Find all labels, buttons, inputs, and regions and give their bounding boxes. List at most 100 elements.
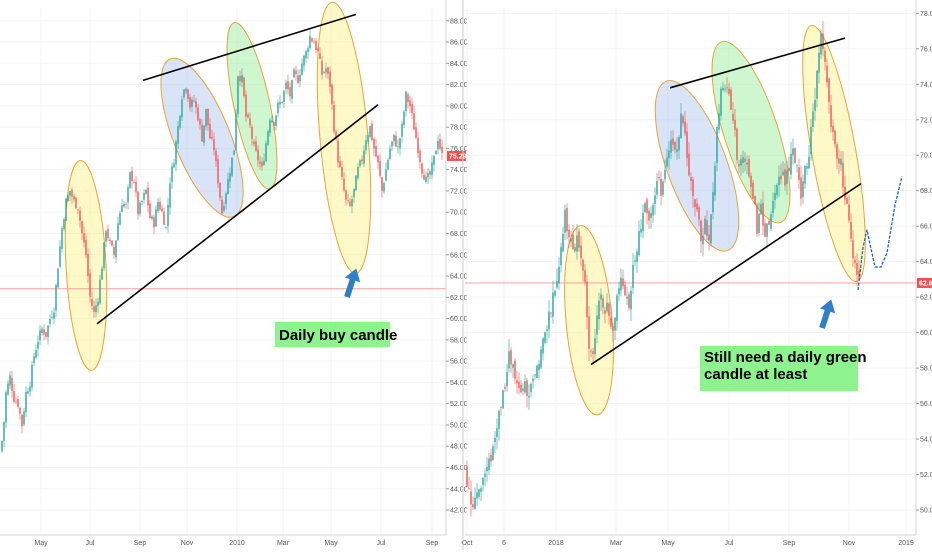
price-axis-label: 74.00	[450, 167, 468, 174]
price-axis-label: 70.00	[450, 210, 468, 217]
candle-body	[129, 172, 131, 188]
candle-body	[179, 115, 181, 128]
candle-body	[640, 228, 642, 233]
candle-body	[283, 91, 285, 103]
time-axis-label: Jul	[86, 540, 95, 547]
candle-body	[77, 209, 79, 211]
price-axis-label: 66.00	[450, 252, 468, 259]
candle-body	[395, 135, 397, 147]
candle-body	[119, 213, 121, 225]
candle-body	[518, 381, 520, 389]
candle-body	[774, 192, 776, 201]
candle-body	[496, 428, 498, 438]
candle-body	[784, 169, 786, 186]
price-axis-label: 78.00	[920, 11, 932, 18]
candle-body	[435, 150, 437, 155]
yellow-ellipse-highlight	[316, 1, 372, 274]
candle-body	[672, 138, 674, 145]
candle-body	[27, 391, 29, 394]
candle-body	[23, 411, 25, 425]
candle-body	[257, 149, 259, 161]
time-axis-label: Jul	[725, 540, 734, 547]
candle-body	[221, 199, 223, 214]
candle-body	[510, 350, 512, 365]
candle-body	[137, 191, 139, 215]
candle-body	[686, 131, 688, 159]
candle-body	[804, 165, 806, 184]
time-axis-label: Mar	[277, 540, 290, 547]
candle-body	[588, 316, 590, 349]
arrow-up-shape	[819, 299, 836, 329]
candle-body	[556, 280, 558, 288]
candle-body	[694, 199, 696, 208]
candle-body	[345, 190, 347, 200]
candle-body	[524, 381, 526, 393]
candle-body	[353, 188, 355, 197]
candle-body	[794, 148, 796, 164]
candle-body	[7, 383, 9, 395]
candle-body	[277, 102, 279, 114]
candle-body	[710, 214, 712, 244]
right-chart-panel: 50.00 52.00 54.00 56.00 58.00 60.00 62.00 64.00…	[462, 0, 932, 547]
price-axis-label: 82.00	[450, 82, 468, 89]
candle-body	[696, 203, 698, 210]
candle-body	[834, 130, 836, 145]
candle-body	[656, 181, 658, 195]
last-price-label: 62.80	[919, 280, 932, 287]
candle-body	[287, 81, 289, 90]
candle-body	[490, 455, 492, 462]
candle-body	[39, 330, 41, 341]
candle-body	[528, 396, 530, 398]
last-price-tag	[447, 150, 466, 161]
candle-body	[131, 170, 133, 182]
candle-body	[776, 185, 778, 196]
candle-body	[97, 301, 99, 306]
candle-body	[500, 407, 502, 408]
candle-body	[369, 125, 371, 137]
candle-body	[658, 177, 660, 179]
candle-body	[439, 138, 441, 149]
candle-body	[365, 140, 367, 151]
candle-body	[3, 421, 5, 441]
candle-body	[508, 351, 510, 369]
candle-body	[295, 70, 297, 74]
candle-body	[740, 159, 742, 166]
candle-body	[504, 386, 506, 389]
candle-body	[848, 204, 850, 221]
candle-body	[818, 52, 820, 73]
candle-body	[482, 477, 484, 486]
candle-body	[736, 128, 738, 160]
candle-body	[718, 113, 720, 130]
candle-body	[437, 140, 439, 150]
candle-body	[111, 240, 113, 246]
last-price-tag	[917, 277, 932, 288]
time-axis-label: May	[324, 540, 338, 547]
candle-body	[249, 118, 251, 126]
candle-body	[265, 143, 267, 162]
candle-body	[85, 240, 87, 256]
candle-body	[856, 263, 858, 275]
candle-body	[239, 75, 241, 82]
candle-body	[830, 105, 832, 127]
candle-body	[618, 288, 620, 295]
candle-body	[754, 195, 756, 205]
candle-body	[676, 149, 678, 153]
candle-body	[762, 202, 764, 226]
candle-body	[71, 189, 73, 197]
candle-body	[652, 205, 654, 216]
candle-body	[215, 150, 217, 161]
candle-body	[53, 312, 55, 319]
candle-body	[800, 177, 802, 199]
candle-body	[700, 220, 702, 242]
candle-body	[814, 99, 816, 111]
time-axis-label: Sep	[783, 540, 796, 547]
candle-body	[73, 195, 75, 200]
candle-body	[564, 209, 566, 233]
candle-body	[79, 210, 81, 221]
candle-body	[544, 332, 546, 343]
candle-body	[470, 491, 472, 505]
candle-body	[512, 363, 514, 368]
candle-body	[55, 285, 57, 311]
candle-body	[61, 228, 63, 249]
candle-body	[87, 254, 89, 277]
